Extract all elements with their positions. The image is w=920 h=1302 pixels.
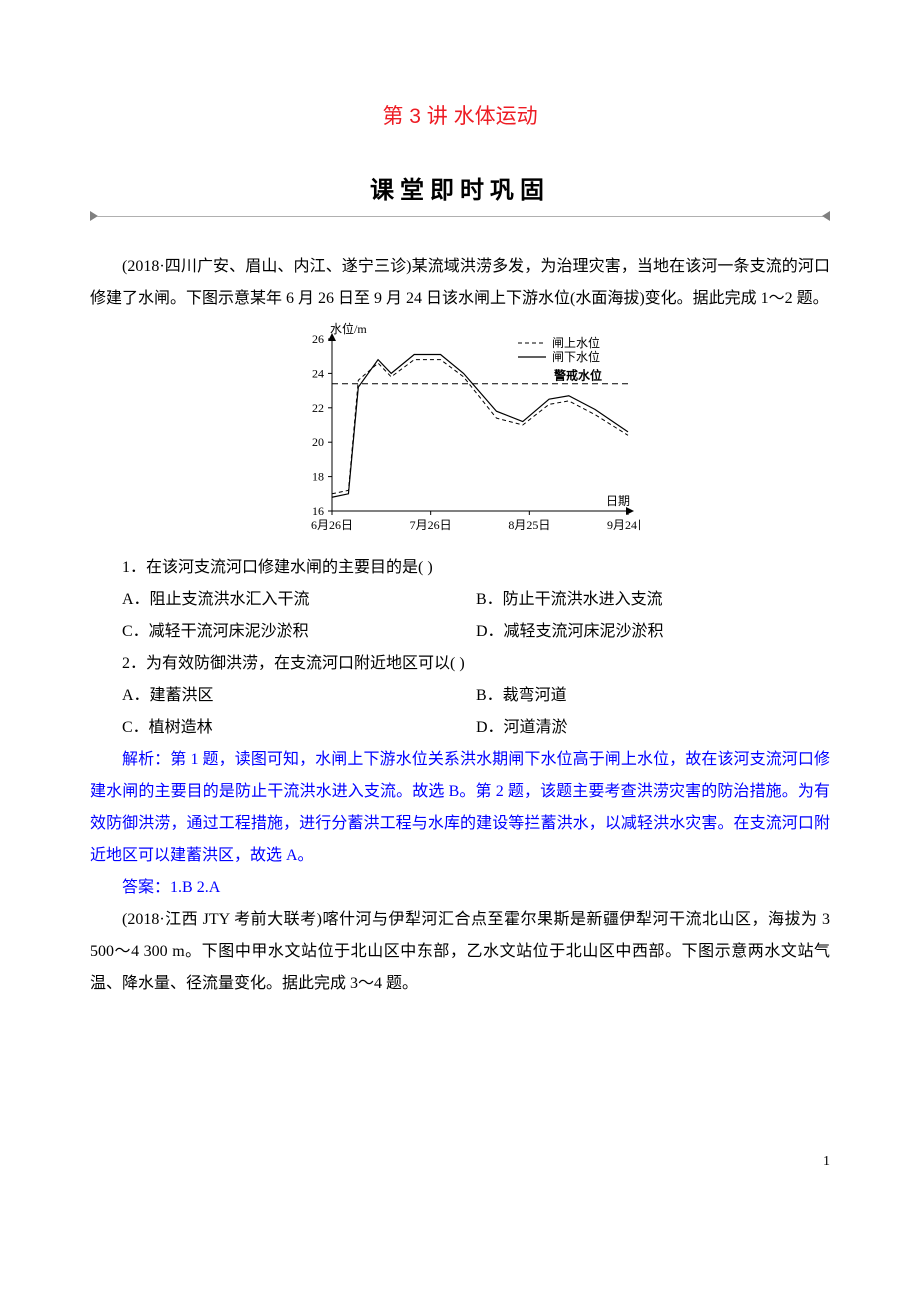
analysis-text: 第 1 题，读图可知，水闸上下游水位关系洪水期闸下水位高于闸上水位，故在该河支流… <box>90 751 830 864</box>
section-header-text: 课堂即时巩固 <box>370 178 550 204</box>
intro2-paragraph: (2018·江西 JTY 考前大联考)喀什河与伊犁河汇合点至霍尔果斯是新疆伊犁河… <box>90 904 830 1000</box>
svg-text:7月26日: 7月26日 <box>410 518 452 532</box>
water-level-chart: 16 18 20 22 24 26 水位/m 6月26日 7月26日 8月25日 9月24日 日期 警戒… <box>90 321 830 546</box>
intro-paragraph: (2018·四川广安、眉山、内江、遂宁三诊)某流域洪涝多发，为治理灾害，当地在该… <box>90 251 830 315</box>
svg-text:水位/m: 水位/m <box>330 321 367 336</box>
q2-row1: A．建蓄洪区 B．裁弯河道 <box>90 680 830 712</box>
q2-opt-c: C．植树造林 <box>122 712 476 744</box>
q1-stem: 1．在该河支流河口修建水闸的主要目的是( ) <box>90 552 830 584</box>
svg-text:26: 26 <box>312 332 324 346</box>
svg-text:9月24日: 9月24日 <box>607 518 640 532</box>
q1-row1: A．阻止支流洪水汇入干流 B．防止干流洪水进入支流 <box>90 584 830 616</box>
svg-text:闸下水位: 闸下水位 <box>552 349 600 364</box>
q1-opt-b: B．防止干流洪水进入支流 <box>476 584 830 616</box>
divider-line <box>97 216 823 217</box>
q2-opt-a: A．建蓄洪区 <box>122 680 476 712</box>
svg-text:日期: 日期 <box>606 494 630 508</box>
answer-text: 1.B 2.A <box>170 879 220 896</box>
svg-text:闸上水位: 闸上水位 <box>552 335 600 350</box>
svg-text:20: 20 <box>312 435 324 449</box>
svg-text:24: 24 <box>312 366 324 380</box>
q2-row2: C．植树造林 D．河道清淤 <box>90 712 830 744</box>
divider <box>90 211 830 221</box>
q1-row2: C．减轻干流河床泥沙淤积 D．减轻支流河床泥沙淤积 <box>90 616 830 648</box>
analysis-paragraph: 解析：第 1 题，读图可知，水闸上下游水位关系洪水期闸下水位高于闸上水位，故在该… <box>90 744 830 872</box>
page-title: 第 3 讲 水体运动 <box>90 100 830 130</box>
svg-text:22: 22 <box>312 401 324 415</box>
q2-stem: 2．为有效防御洪涝，在支流河口附近地区可以( ) <box>90 648 830 680</box>
section-header: 课堂即时巩固 <box>90 170 830 205</box>
svg-text:警戒水位: 警戒水位 <box>553 368 602 383</box>
analysis-label: 解析： <box>122 751 170 768</box>
answer-label: 答案： <box>122 879 170 896</box>
answer-paragraph: 答案：1.B 2.A <box>90 872 830 904</box>
divider-tri-right <box>822 211 830 221</box>
svg-text:8月25日: 8月25日 <box>508 518 550 532</box>
q1-opt-a: A．阻止支流洪水汇入干流 <box>122 584 476 616</box>
page-number: 1 <box>823 1154 830 1170</box>
q2-opt-d: D．河道清淤 <box>476 712 830 744</box>
q1-opt-d: D．减轻支流河床泥沙淤积 <box>476 616 830 648</box>
svg-text:16: 16 <box>312 504 324 518</box>
svg-text:18: 18 <box>312 470 324 484</box>
q2-opt-b: B．裁弯河道 <box>476 680 830 712</box>
svg-text:6月26日: 6月26日 <box>311 518 353 532</box>
q1-opt-c: C．减轻干流河床泥沙淤积 <box>122 616 476 648</box>
chart-svg: 16 18 20 22 24 26 水位/m 6月26日 7月26日 8月25日 9月24日 日期 警戒… <box>280 321 640 541</box>
